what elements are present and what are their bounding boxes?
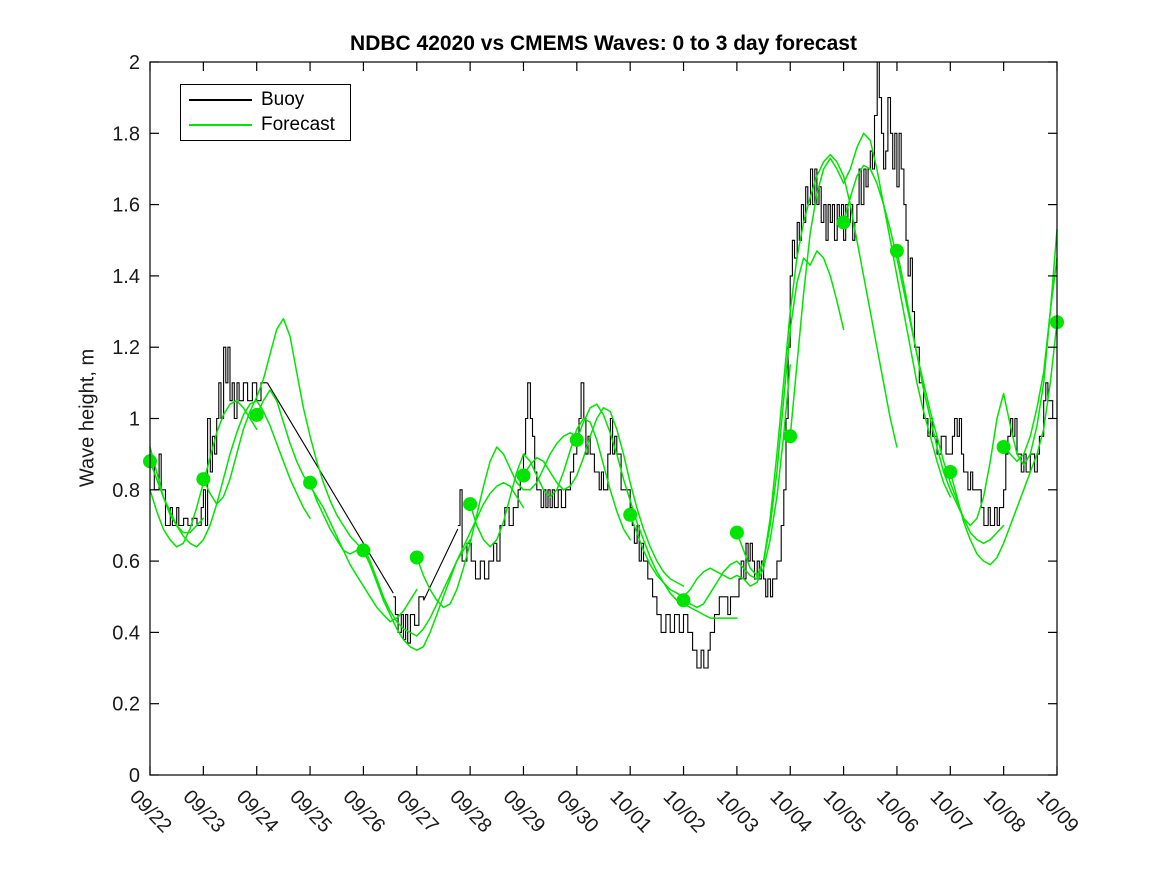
- y-axis-tick-label: 2: [129, 52, 140, 74]
- chart-title: NDBC 42020 vs CMEMS Waves: 0 to 3 day fo…: [350, 32, 857, 55]
- x-axis-tick-label: 10/07: [925, 786, 976, 837]
- x-axis-tick-label: 09/23: [179, 786, 230, 837]
- forecast-run-line-09-28: [469, 417, 631, 548]
- x-axis-tick-label: 10/04: [765, 786, 816, 837]
- x-axis-tick-label: 09/26: [339, 786, 390, 837]
- buoy-line-swatch: [189, 98, 252, 101]
- x-axis-tick-label: 09/29: [499, 786, 550, 837]
- forecast-start-marker-09-28: [463, 497, 478, 512]
- forecast-run-line-09-22: [149, 399, 311, 548]
- buoy-series-line: [266, 382, 394, 594]
- y-axis-tick-label: 0.8: [112, 480, 140, 502]
- forecast-run-line-10-03: [736, 153, 898, 577]
- plot-box: [149, 61, 1058, 776]
- forecast-start-marker-09-25: [303, 475, 318, 490]
- forecast-start-marker-09-24: [249, 407, 264, 422]
- forecast-run-line-09-27: [416, 432, 578, 609]
- y-axis-tick-label: 0: [129, 765, 140, 787]
- x-axis-tick-label: 09/24: [232, 786, 283, 837]
- x-axis-tick-label: 10/01: [605, 786, 656, 837]
- x-axis-tick-label: 10/06: [872, 786, 923, 837]
- y-axis-tick-label: 0.2: [112, 694, 140, 716]
- legend-item-forecast: Forecast: [189, 114, 350, 136]
- x-axis-tick-label: 10/02: [659, 786, 710, 837]
- buoy-series-line: [423, 528, 459, 601]
- y-axis-tick-label: 1.2: [112, 337, 140, 359]
- y-axis-tick-label: 0.4: [112, 622, 140, 644]
- forecast-start-marker-10-04: [783, 429, 798, 444]
- x-axis-tick-label: 09/27: [392, 786, 443, 837]
- y-axis-tick-label: 1.8: [112, 123, 140, 145]
- forecast-run-line-09-30: [576, 403, 738, 619]
- forecast-start-marker-09-29: [516, 468, 531, 483]
- x-axis-tick-label: 09/30: [552, 786, 603, 837]
- forecast-run-line-10-07: [949, 321, 1058, 566]
- forecast-start-marker-10-07: [943, 465, 958, 479]
- forecast-start-marker-09-23: [196, 472, 211, 487]
- y-axis-label: Wave height, m: [76, 348, 99, 488]
- forecast-start-marker-10-08: [996, 440, 1011, 454]
- x-axis-tick-label: 09/28: [445, 786, 496, 837]
- forecast-run-line-10-04: [789, 132, 952, 498]
- legend-label-forecast: Forecast: [261, 114, 335, 136]
- x-axis-tick-label: 09/25: [285, 786, 336, 837]
- y-axis-tick-label: 0.6: [112, 551, 140, 573]
- forecast-start-marker-10-05: [836, 215, 851, 230]
- forecast-run-line-09-25: [309, 481, 471, 637]
- x-axis-tick-label: 10/05: [819, 786, 870, 837]
- forecast-run-line-10-01: [629, 364, 791, 598]
- forecast-start-marker-10-03: [729, 525, 744, 540]
- forecast-run-line-10-05: [842, 164, 1005, 545]
- forecast-line-swatch: [189, 124, 252, 127]
- buoy-series-line: [150, 346, 268, 527]
- forecast-run-line-10-08: [1002, 257, 1058, 463]
- forecast-start-marker-09-30: [569, 432, 584, 447]
- forecast-start-marker-10-01: [623, 507, 638, 522]
- x-axis-tick-label: 10/03: [712, 786, 763, 837]
- y-axis-tick-label: 1.6: [112, 195, 140, 217]
- x-axis-tick-label: 10/08: [979, 786, 1030, 837]
- forecast-start-marker-10-02: [676, 593, 691, 608]
- forecast-run-line-09-24: [255, 389, 418, 623]
- x-axis-tick-label: 10/09: [1032, 786, 1083, 837]
- forecast-run-line-09-26: [362, 481, 525, 651]
- legend-item-buoy: Buoy: [189, 89, 350, 111]
- y-axis-tick-label: 1.4: [112, 266, 140, 288]
- forecast-run-line-09-29: [522, 407, 685, 587]
- x-axis-tick-label: 09/22: [125, 786, 176, 837]
- legend: Buoy Forecast: [180, 84, 351, 141]
- forecast-run-line-10-06: [896, 228, 1058, 527]
- forecast-run-line-10-02: [682, 250, 845, 609]
- forecast-start-marker-09-26: [356, 543, 371, 558]
- forecast-start-marker-10-06: [889, 243, 904, 258]
- forecast-run-line-09-23: [202, 317, 365, 552]
- legend-label-buoy: Buoy: [261, 88, 305, 110]
- buoy-series-line: [393, 596, 425, 644]
- y-axis-tick-label: 1: [129, 409, 140, 431]
- forecast-start-marker-09-27: [409, 550, 424, 565]
